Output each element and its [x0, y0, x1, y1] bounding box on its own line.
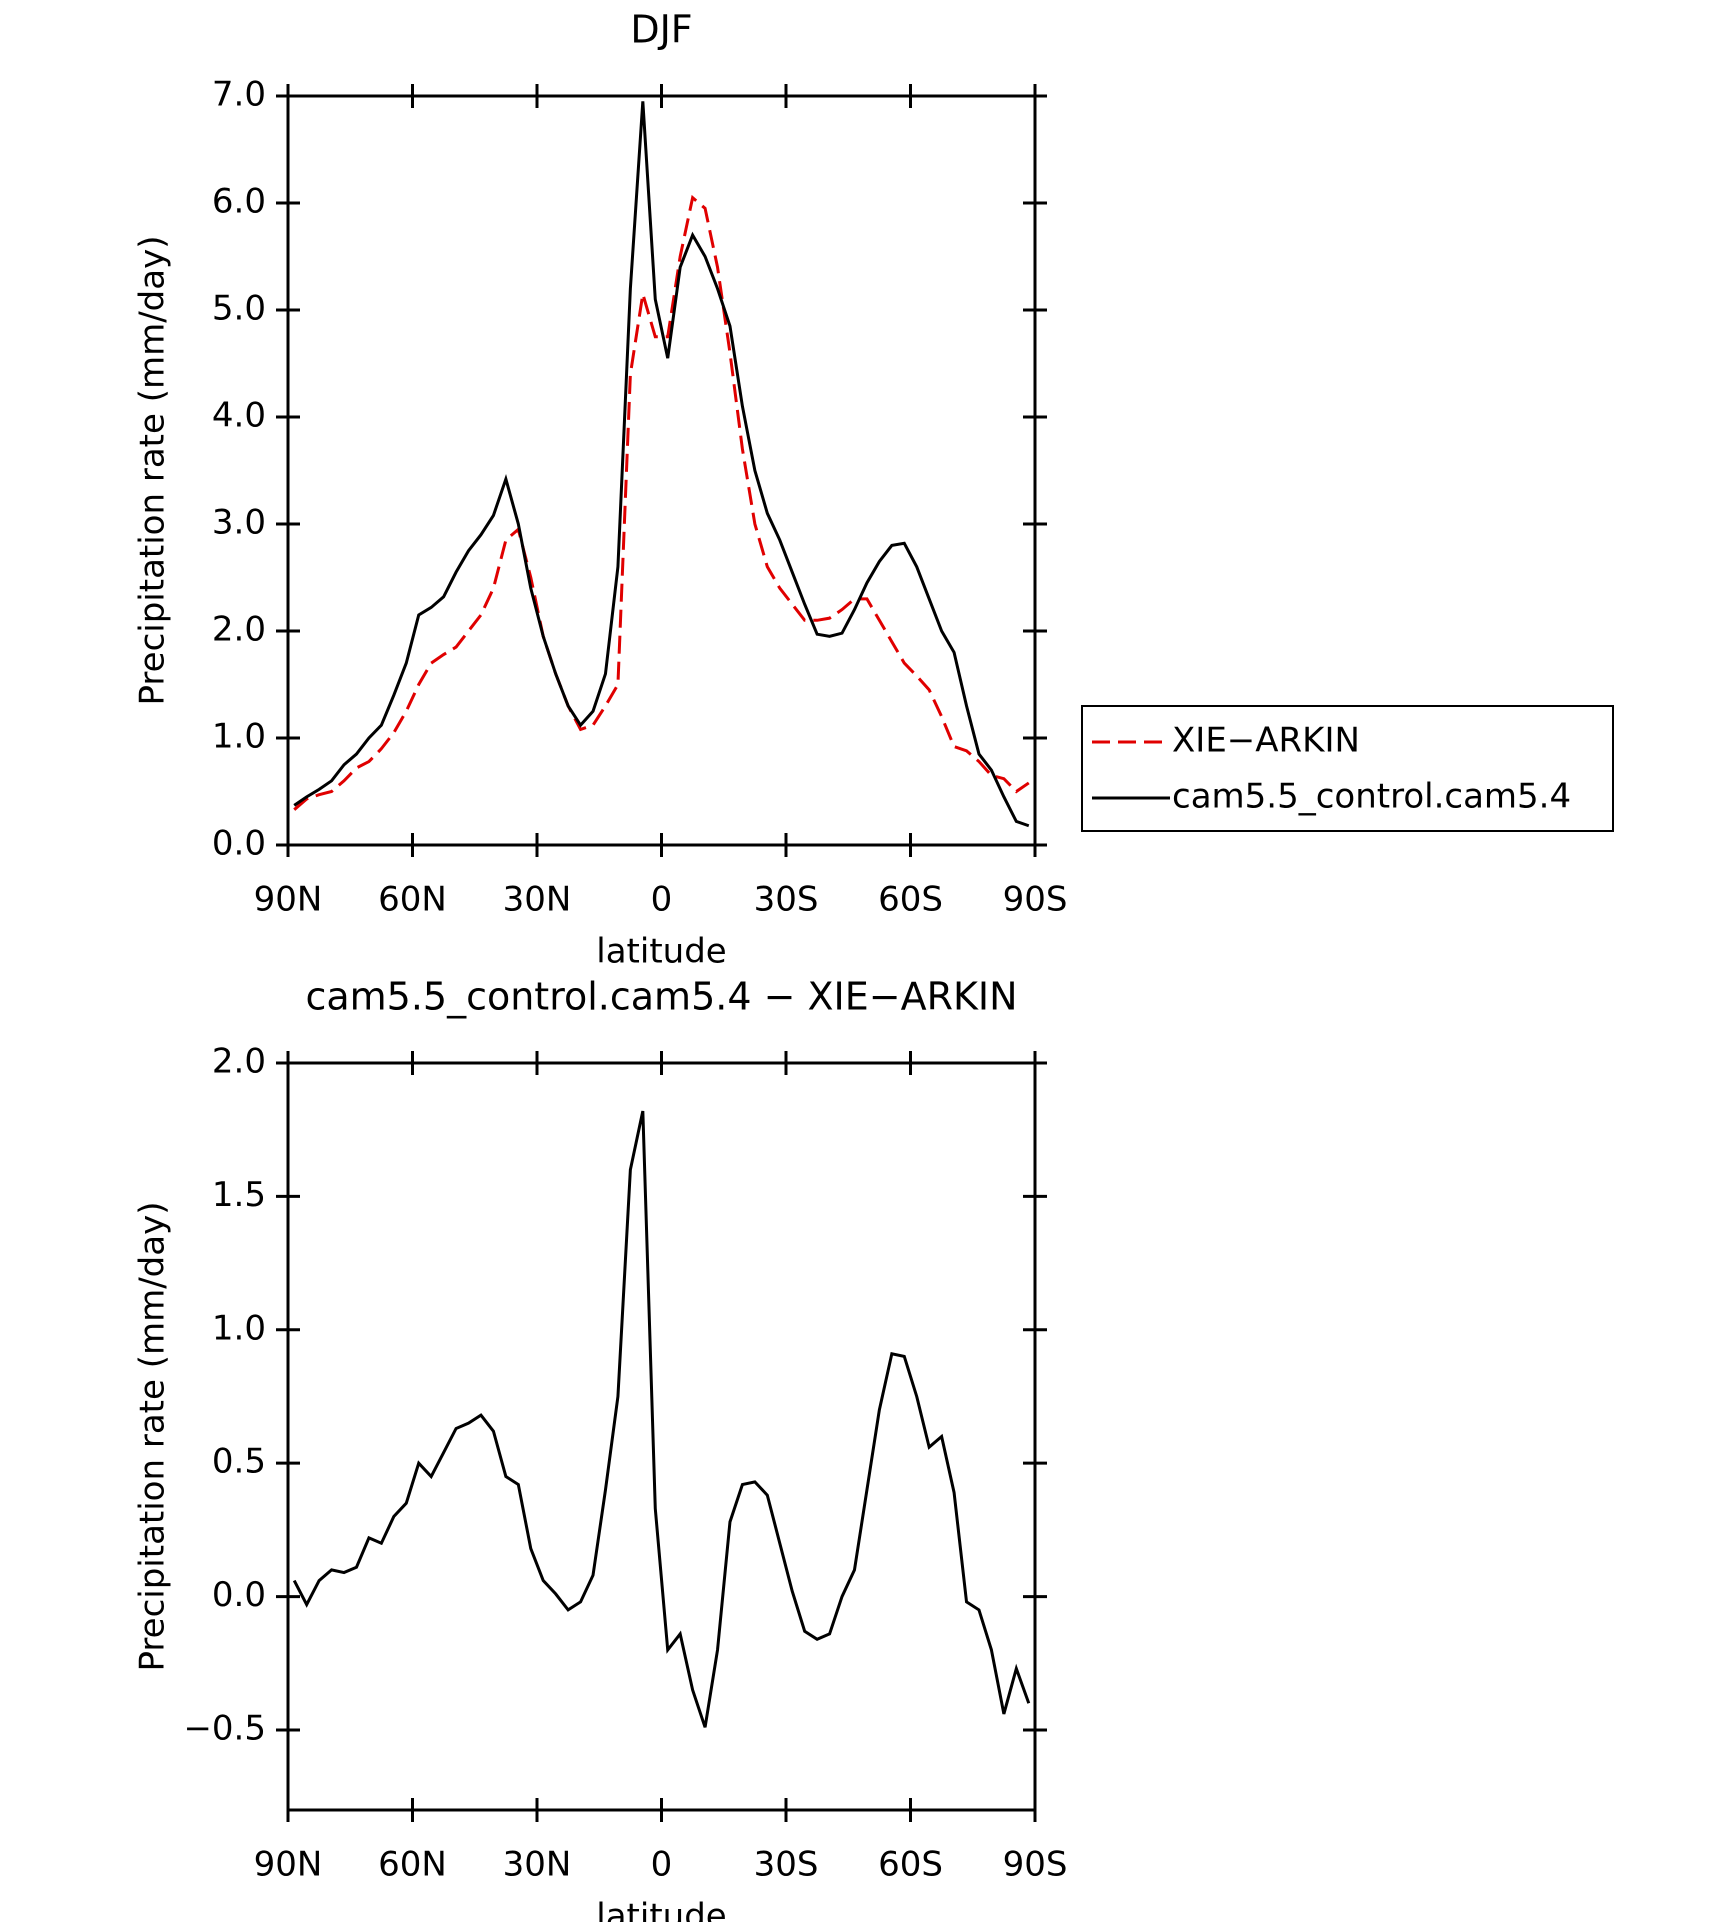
x-tick-label: 90S	[1003, 1845, 1068, 1885]
x-tick-label: 90N	[254, 880, 323, 920]
plot-frame	[286, 94, 1037, 847]
chart-title: cam5.5_control.cam5.4 − XIE−ARKIN	[305, 975, 1017, 1019]
legend-label: XIE−ARKIN	[1172, 721, 1360, 761]
data-line	[293, 101, 1030, 828]
x-axis-label: latitude	[596, 932, 726, 972]
legend-label: cam5.5_control.cam5.4	[1172, 777, 1571, 817]
y-tick-label: 3.0	[212, 503, 266, 543]
y-tick-label: 7.0	[212, 75, 266, 115]
y-axis-label: Precipitation rate (mm/day)	[133, 236, 173, 706]
plot-frame	[286, 1061, 1037, 1812]
x-tick-label: 60N	[378, 880, 447, 920]
x-tick-label: 90S	[1003, 880, 1068, 920]
y-tick-label: 1.0	[212, 1308, 266, 1348]
y-tick-label: 1.5	[212, 1175, 266, 1215]
y-tick-label: 0.5	[212, 1442, 266, 1482]
y-tick-label: 0.0	[212, 1575, 266, 1615]
y-axis-label: Precipitation rate (mm/day)	[133, 1202, 173, 1672]
x-tick-label: 30S	[754, 880, 819, 920]
y-tick-label: 0.0	[212, 824, 266, 864]
y-tick-label: 2.0	[212, 610, 266, 650]
y-tick-label: −0.5	[183, 1708, 266, 1748]
x-tick-label: 60S	[878, 1845, 943, 1885]
x-tick-label: 90N	[254, 1845, 323, 1885]
y-tick-label: 4.0	[212, 396, 266, 436]
x-tick-label: 30N	[503, 880, 572, 920]
x-tick-label: 30S	[754, 1845, 819, 1885]
y-tick-label: 1.0	[212, 717, 266, 757]
x-tick-label: 0	[651, 1845, 673, 1885]
y-tick-label: 2.0	[212, 1042, 266, 1082]
data-line	[292, 1110, 1031, 1728]
x-tick-label: 60S	[878, 880, 943, 920]
y-tick-label: 6.0	[212, 182, 266, 222]
chart-title: DJF	[630, 8, 692, 52]
x-tick-label: 30N	[503, 1845, 572, 1885]
x-tick-label: 0	[651, 880, 673, 920]
data-line	[293, 194, 1030, 811]
legend-box	[1081, 705, 1614, 832]
y-tick-label: 5.0	[212, 289, 266, 329]
x-tick-label: 60N	[378, 1845, 447, 1885]
x-axis-label: latitude	[596, 1897, 726, 1922]
